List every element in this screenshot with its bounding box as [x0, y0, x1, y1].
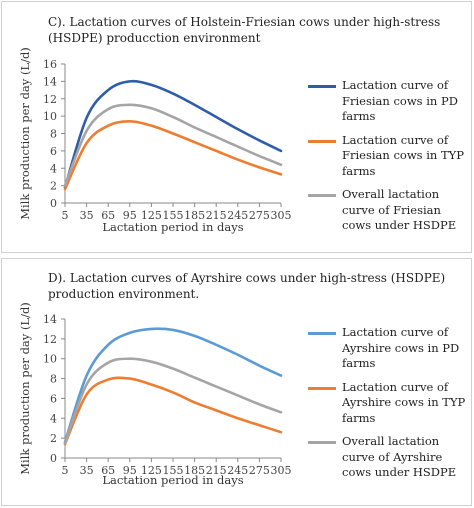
x-tick-label: 245: [227, 209, 248, 222]
x-tick-label: 215: [206, 464, 227, 477]
chart-panel-c: C). Lactation curves of Holstein-Friesia…: [1, 1, 472, 253]
x-tick-label: 65: [101, 464, 115, 477]
legend-swatch: [308, 139, 336, 143]
legend-label: Overall lactation curve of Friesian cows…: [342, 187, 457, 232]
x-tick-label: 275: [249, 464, 270, 477]
legend: Lactation curve of Ayrshire cows in PD f…: [308, 325, 468, 489]
x-tick-label: 185: [184, 464, 205, 477]
line-chart-d: 0 2 4 6 8 10 12 14 5 35 65 95 125 155 185 215 245 275 305 L…: [18, 302, 292, 487]
x-tick-label: 125: [141, 209, 162, 222]
y-tick-label: 6: [50, 145, 57, 158]
legend-item: Lactation curve of Friesian cows in TYP …: [308, 133, 468, 180]
chart-panel-d: D). Lactation curves of Ayrshire cows un…: [1, 258, 472, 506]
x-tick-label: 95: [123, 209, 137, 222]
x-tick-label: 305: [271, 209, 292, 222]
series-line-1: [63, 79, 283, 189]
y-tick-label: 12: [43, 93, 57, 106]
x-tick-label: 35: [80, 464, 94, 477]
chart-title: C). Lactation curves of Holstein-Friesia…: [48, 15, 441, 45]
y-tick-label: 2: [50, 432, 57, 445]
x-tick-label: 155: [163, 209, 184, 222]
y-axis-label: Milk production per day (L/d): [18, 47, 32, 220]
x-tick-label: 5: [62, 464, 69, 477]
series-line-2: [63, 376, 283, 446]
legend: Lactation curve of Friesian cows in PD f…: [308, 78, 468, 242]
y-tick-label: 4: [50, 412, 57, 425]
y-tick-label: 0: [50, 452, 57, 465]
legend-swatch: [308, 441, 336, 444]
series-line-1: [63, 327, 283, 444]
chart-title: D). Lactation curves of Ayrshire cows un…: [48, 271, 446, 301]
x-tick-label: 215: [206, 209, 227, 222]
x-tick-label: 65: [101, 209, 115, 222]
x-tick-label: 155: [163, 464, 184, 477]
y-tick-label: 12: [43, 333, 57, 346]
legend-label: Lactation curve of Ayrshire cows in PD f…: [342, 325, 460, 370]
x-tick-label: 5: [62, 209, 69, 222]
legend-swatch: [308, 85, 336, 88]
x-tick-label: 125: [141, 464, 162, 477]
line-chart-c: 0 2 4 6 8 10 12 14 16 5 35 65 95 125 155 185 215 245 275 30…: [18, 47, 292, 234]
x-tick-label: 305: [271, 464, 292, 477]
legend-swatch: [308, 386, 336, 390]
y-tick-label: 8: [50, 128, 57, 141]
series-line-3: [63, 103, 283, 187]
series-line-2: [63, 120, 283, 191]
x-axis-label: Lactation period in days: [102, 220, 243, 234]
legend-swatch: [308, 194, 336, 197]
y-tick-label: 10: [43, 110, 57, 123]
legend-swatch: [308, 332, 336, 335]
y-tick-label: 6: [50, 392, 57, 405]
x-tick-label: 35: [80, 209, 94, 222]
legend-item: Lactation curve of Friesian cows in PD f…: [308, 78, 468, 125]
y-tick-label: 16: [43, 58, 57, 71]
x-tick-label: 245: [227, 464, 248, 477]
legend-item: Lactation curve of Ayrshire cows in PD f…: [308, 325, 468, 372]
legend-item: Lactation curve of Ayrshire cows in TYP …: [308, 380, 468, 427]
legend-label: Lactation curve of Friesian cows in PD f…: [342, 78, 458, 123]
y-tick-label: 8: [50, 373, 57, 386]
y-tick-label: 2: [50, 180, 57, 193]
legend-item: Overall lactation curve of Friesian cows…: [308, 187, 468, 234]
x-tick-label: 275: [249, 209, 270, 222]
legend-label: Lactation curve of Friesian cows in TYP …: [342, 132, 464, 178]
y-tick-label: 0: [50, 197, 57, 210]
y-tick-label: 10: [43, 353, 57, 366]
series-line-3: [63, 357, 283, 445]
legend-item: Overall lactation curve of Ayrshire cows…: [308, 434, 468, 481]
x-tick-label: 95: [123, 464, 137, 477]
x-tick-label: 185: [184, 209, 205, 222]
y-axis-label: Milk production per day (L/d): [18, 302, 32, 475]
y-tick-label: 14: [43, 75, 57, 88]
x-axis-label: Lactation period in days: [102, 473, 243, 487]
legend-label: Lactation curve of Ayrshire cows in TYP …: [342, 379, 466, 425]
y-tick-label: 14: [43, 313, 57, 326]
legend-label: Overall lactation curve of Ayrshire cows…: [342, 434, 457, 479]
y-tick-label: 4: [50, 162, 57, 175]
